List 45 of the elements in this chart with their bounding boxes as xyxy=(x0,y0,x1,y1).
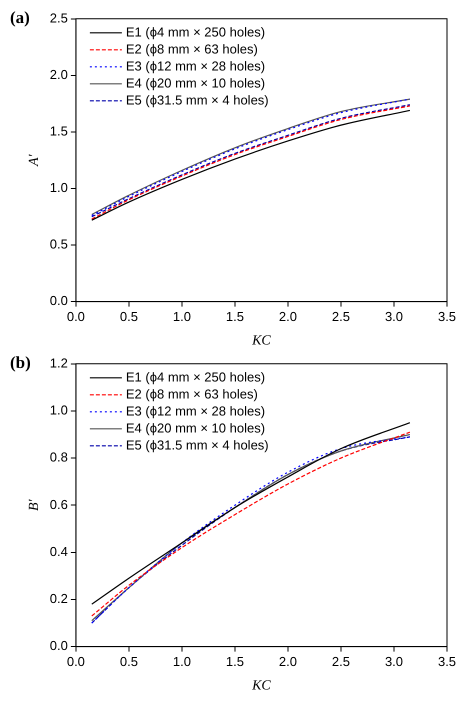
y-tick-label: 1.2 xyxy=(50,355,68,370)
x-tick-label: 1.0 xyxy=(172,308,191,324)
y-tick-label: 2.5 xyxy=(50,10,68,26)
y-tick-label: 0.0 xyxy=(50,638,68,654)
legend-label: E1 (ϕ4 mm × 250 holes) xyxy=(126,369,266,384)
y-tick-label: 0.4 xyxy=(50,544,68,559)
y-tick-label: 2.0 xyxy=(50,66,68,82)
x-tick-label: 1.5 xyxy=(226,308,244,324)
x-tick-label: 3.0 xyxy=(384,308,404,324)
legend-label: E3 (ϕ12 mm × 28 holes) xyxy=(126,403,266,418)
chart-title: (a) xyxy=(10,8,30,28)
x-tick-label: 2.0 xyxy=(278,308,297,324)
x-tick-label: 2.5 xyxy=(332,308,350,324)
y-tick-label: 0.2 xyxy=(50,591,68,606)
x-tick-label: 3.0 xyxy=(384,654,404,669)
legend-label: E4 (ϕ20 mm × 10 holes) xyxy=(126,75,266,90)
x-axis-title: KC xyxy=(251,678,272,694)
legend-label: E3 (ϕ12 mm × 28 holes) xyxy=(126,58,266,74)
x-tick-label: 2.5 xyxy=(332,654,350,669)
x-tick-label: 1.0 xyxy=(172,654,191,669)
legend-label: E5 (ϕ31.5 mm × 4 holes) xyxy=(126,92,269,108)
legend-label: E2 (ϕ8 mm × 63 holes) xyxy=(126,41,258,56)
legend-label: E5 (ϕ31.5 mm × 4 holes) xyxy=(126,437,269,452)
x-tick-label: 3.5 xyxy=(438,654,456,669)
x-tick-label: 2.0 xyxy=(278,654,297,669)
legend-label: E4 (ϕ20 mm × 10 holes) xyxy=(126,420,266,436)
x-tick-label: 0.0 xyxy=(66,308,85,324)
y-tick-label: 0.8 xyxy=(50,450,68,465)
x-axis-title: KC xyxy=(251,333,272,348)
x-tick-label: 0.5 xyxy=(120,308,138,324)
x-tick-label: 3.5 xyxy=(438,308,456,324)
y-tick-label: 1.0 xyxy=(50,180,68,196)
y-axis-title: B′ xyxy=(27,498,42,512)
legend-label: E1 (ϕ4 mm × 250 holes) xyxy=(126,24,266,40)
y-axis-title: A′ xyxy=(27,153,42,168)
y-tick-label: 0.6 xyxy=(50,496,68,512)
y-tick-label: 1.5 xyxy=(50,124,68,138)
y-tick-label: 0.5 xyxy=(50,236,68,252)
legend-label: E2 (ϕ8 mm × 63 holes) xyxy=(126,386,258,402)
chart-title: (b) xyxy=(10,353,31,372)
x-tick-label: 1.5 xyxy=(226,654,244,669)
x-tick-label: 0.5 xyxy=(120,654,138,669)
y-tick-label: 0.0 xyxy=(50,293,68,308)
x-tick-label: 0.0 xyxy=(66,654,85,669)
y-tick-label: 1.0 xyxy=(50,402,68,418)
